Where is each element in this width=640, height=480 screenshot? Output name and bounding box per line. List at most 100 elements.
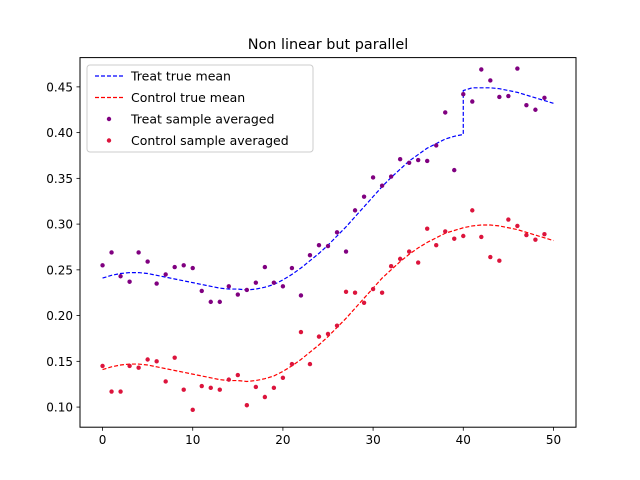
- data-point-treat-sample-averaged: [415, 157, 421, 163]
- data-point-treat-sample-averaged: [533, 107, 538, 112]
- data-point-control-sample-averaged: [253, 384, 259, 390]
- data-point-control-sample-averaged: [244, 403, 250, 408]
- data-point-treat-sample-averaged: [271, 280, 277, 285]
- data-point-control-sample-averaged: [145, 357, 150, 362]
- data-point-treat-sample-averaged: [208, 299, 213, 305]
- data-point-treat-sample-averaged: [461, 91, 466, 97]
- data-point-control-sample-averaged: [497, 258, 502, 263]
- data-point-treat-sample-averaged: [434, 143, 439, 148]
- data-point-treat-sample-averaged: [253, 280, 259, 285]
- data-point-control-sample-averaged: [352, 290, 358, 295]
- data-point-treat-sample-averaged: [226, 284, 231, 289]
- data-point-control-sample-averaged: [181, 387, 186, 392]
- data-point-treat-sample-averaged: [190, 265, 195, 271]
- data-point-control-sample-averaged: [208, 385, 213, 391]
- data-point-control-sample-averaged: [343, 289, 349, 294]
- data-point-control-sample-averaged: [461, 233, 466, 239]
- x-tick-label: 50: [546, 433, 561, 447]
- data-point-control-sample-averaged: [280, 375, 286, 380]
- axes-frame: [79, 57, 577, 428]
- data-point-control-sample-averaged: [172, 355, 177, 360]
- data-point-treat-sample-averaged: [497, 94, 502, 100]
- legend-label-control-true-mean: Control true mean: [131, 90, 245, 105]
- data-point-treat-sample-averaged: [388, 174, 394, 179]
- chart-title: Non linear but parallel: [248, 37, 409, 53]
- data-point-control-sample-averaged: [118, 389, 123, 394]
- data-point-control-sample-averaged: [109, 389, 114, 394]
- data-point-treat-sample-averaged: [289, 265, 295, 271]
- data-point-control-sample-averaged: [199, 383, 204, 389]
- data-point-control-sample-averaged: [235, 372, 241, 378]
- data-point-control-sample-averaged: [163, 379, 168, 384]
- x-tick-label: 10: [185, 433, 200, 447]
- data-point-control-sample-averaged: [443, 229, 448, 234]
- data-point-treat-sample-averaged: [325, 243, 331, 249]
- data-point-control-sample-averaged: [307, 361, 313, 367]
- x-tick-label: 40: [456, 433, 471, 447]
- data-point-treat-sample-averaged: [488, 78, 493, 83]
- data-point-control-sample-averaged: [406, 249, 412, 254]
- data-point-treat-sample-averaged: [145, 259, 150, 264]
- data-point-control-sample-averaged: [325, 331, 331, 337]
- data-point-treat-sample-averaged: [470, 99, 475, 104]
- legend: Treat true mean Control true mean Treat sa…: [86, 64, 314, 153]
- data-point-treat-sample-averaged: [280, 284, 286, 289]
- data-point-treat-sample-averaged: [235, 292, 241, 297]
- data-point-control-sample-averaged: [217, 387, 222, 392]
- series-line-control-true-mean: [102, 224, 554, 383]
- data-point-treat-sample-averaged: [100, 263, 105, 268]
- legend-marker-treat-sample-averaged: [106, 116, 112, 122]
- y-tick-label: 0.35: [46, 172, 73, 186]
- data-point-control-sample-averaged: [524, 232, 529, 238]
- data-point-control-sample-averaged: [298, 329, 304, 335]
- y-tick-label: 0.25: [46, 263, 73, 277]
- data-point-treat-sample-averaged: [452, 167, 457, 173]
- data-point-control-sample-averaged: [370, 286, 376, 292]
- data-point-control-sample-averaged: [488, 254, 493, 260]
- data-point-treat-sample-averaged: [217, 299, 222, 305]
- data-point-treat-sample-averaged: [181, 263, 186, 268]
- data-point-treat-sample-averaged: [316, 242, 322, 248]
- data-point-treat-sample-averaged: [370, 175, 376, 180]
- y-tick-label: 0.15: [46, 355, 73, 369]
- data-point-treat-sample-averaged: [443, 110, 448, 115]
- data-point-control-sample-averaged: [479, 234, 484, 240]
- data-point-control-sample-averaged: [334, 323, 340, 328]
- data-point-treat-sample-averaged: [379, 183, 385, 188]
- data-point-control-sample-averaged: [425, 226, 430, 231]
- data-point-treat-sample-averaged: [127, 279, 132, 284]
- data-point-control-sample-averaged: [452, 236, 457, 241]
- data-point-treat-sample-averaged: [334, 230, 340, 235]
- data-point-control-sample-averaged: [190, 407, 195, 413]
- data-point-treat-sample-averaged: [109, 250, 114, 255]
- legend-label-treat-true-mean: Treat true mean: [130, 69, 231, 84]
- data-point-treat-sample-averaged: [524, 102, 529, 108]
- data-point-control-sample-averaged: [289, 361, 295, 367]
- data-point-control-sample-averaged: [415, 260, 421, 265]
- data-point-treat-sample-averaged: [479, 67, 484, 72]
- data-point-control-sample-averaged: [271, 385, 277, 391]
- data-point-control-sample-averaged: [506, 217, 511, 222]
- data-point-control-sample-averaged: [470, 208, 475, 213]
- data-point-control-sample-averaged: [262, 394, 268, 400]
- data-point-control-sample-averaged: [136, 365, 141, 370]
- y-tick-label: 0.10: [46, 401, 73, 415]
- data-point-treat-sample-averaged: [244, 287, 250, 293]
- data-point-control-sample-averaged: [154, 359, 159, 364]
- y-tick-label: 0.45: [46, 80, 73, 94]
- data-point-treat-sample-averaged: [361, 194, 367, 199]
- data-point-control-sample-averaged: [388, 263, 394, 269]
- data-point-treat-sample-averaged: [199, 288, 204, 294]
- axis-ticks: 0 10 20 30 40 50 0.10 0.15 0.20 0.25 0.30 0.35 0.40 0…: [46, 80, 561, 447]
- plot-area: [100, 66, 554, 413]
- data-point-treat-sample-averaged: [406, 160, 412, 166]
- y-tick-label: 0.40: [46, 126, 73, 140]
- x-tick-label: 0: [99, 433, 107, 447]
- data-point-control-sample-averaged: [542, 231, 547, 237]
- data-point-control-sample-averaged: [100, 363, 105, 369]
- data-point-treat-sample-averaged: [154, 281, 159, 286]
- data-point-control-sample-averaged: [361, 300, 367, 305]
- legend-marker-control-sample-averaged: [106, 138, 112, 143]
- data-point-control-sample-averaged: [533, 237, 538, 242]
- data-point-control-sample-averaged: [434, 242, 439, 248]
